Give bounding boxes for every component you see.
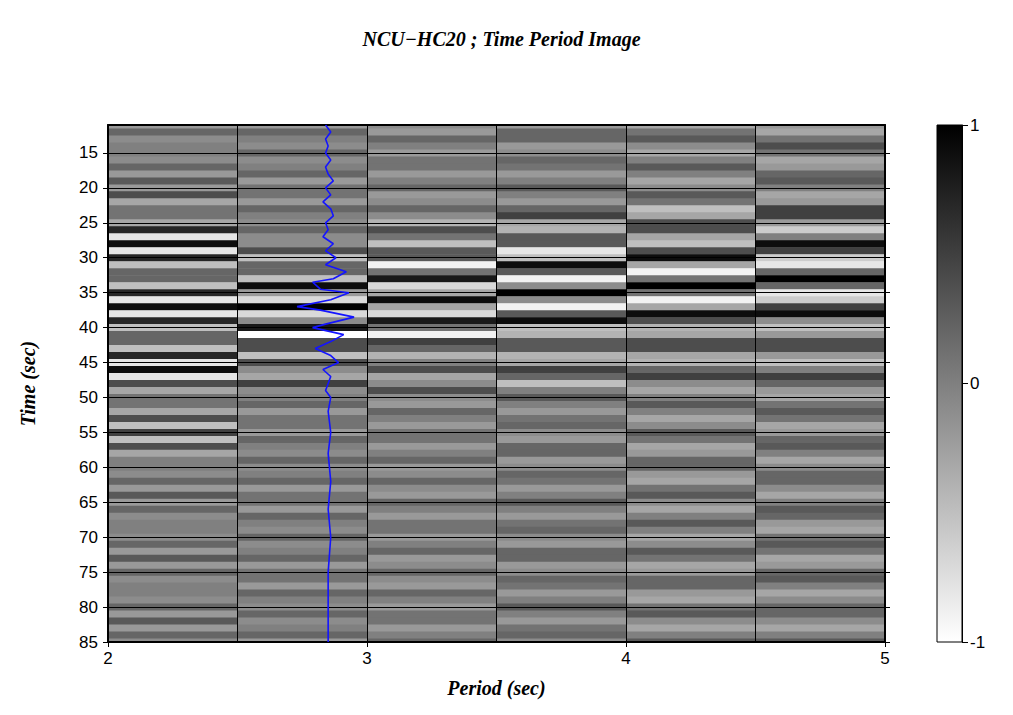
svg-text:25: 25 [79,213,98,232]
svg-text:NCU−HC20 ; Time Period Image: NCU−HC20 ; Time Period Image [361,28,640,51]
svg-text:-1: -1 [970,633,985,652]
svg-text:85: 85 [79,633,98,652]
svg-text:2: 2 [103,649,112,668]
svg-text:70: 70 [79,528,98,547]
svg-text:5: 5 [880,649,889,668]
svg-text:40: 40 [79,318,98,337]
svg-text:Period (sec): Period (sec) [446,677,545,700]
svg-text:65: 65 [79,493,98,512]
svg-text:4: 4 [621,649,630,668]
svg-text:60: 60 [79,458,98,477]
svg-text:Time (sec): Time (sec) [17,341,40,426]
svg-text:1: 1 [970,116,979,135]
svg-text:55: 55 [79,423,98,442]
svg-text:20: 20 [79,178,98,197]
svg-text:35: 35 [79,283,98,302]
svg-text:80: 80 [79,598,98,617]
svg-text:3: 3 [362,649,371,668]
svg-text:0: 0 [970,374,979,393]
svg-text:50: 50 [79,388,98,407]
svg-text:45: 45 [79,353,98,372]
svg-text:15: 15 [79,143,98,162]
svg-text:75: 75 [79,563,98,582]
svg-text:30: 30 [79,248,98,267]
